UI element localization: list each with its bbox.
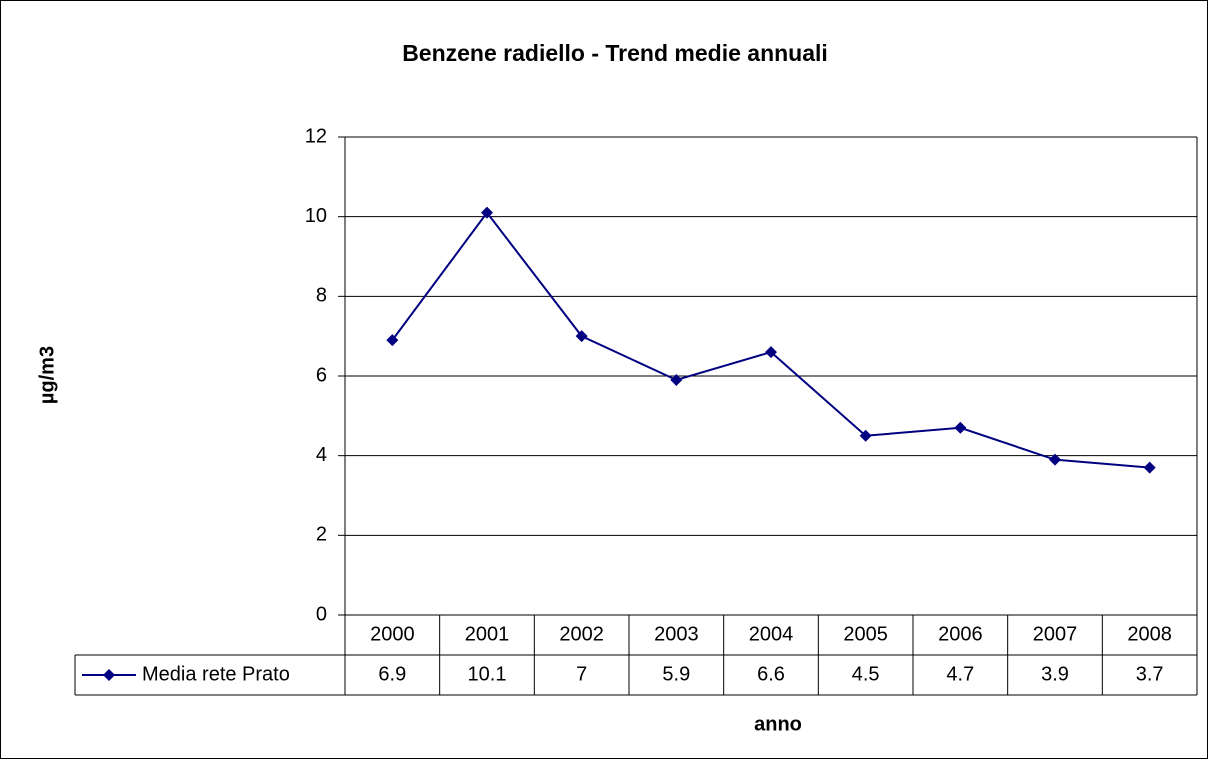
y-tick-label: 10	[305, 205, 327, 227]
data-point	[1049, 453, 1061, 466]
y-tick-label: 8	[316, 285, 327, 307]
data-point	[386, 334, 399, 347]
data-point	[1143, 461, 1156, 474]
y-tick-label: 2	[316, 524, 327, 546]
data-point	[670, 373, 683, 386]
table-value: 5.9	[662, 663, 690, 685]
x-tick-label: 2008	[1127, 623, 1172, 645]
y-tick-label: 4	[316, 444, 327, 466]
x-tick-label: 2005	[843, 623, 888, 645]
x-tick-label: 2003	[654, 623, 699, 645]
x-tick-label: 2007	[1033, 623, 1078, 645]
x-tick-label: 2000	[370, 623, 415, 645]
table-value: 3.9	[1041, 663, 1069, 685]
x-axis-label: anno	[754, 713, 802, 735]
table-value: 6.6	[757, 663, 785, 685]
y-tick-label: 6	[316, 364, 327, 386]
legend-label: Media rete Prato	[142, 663, 290, 685]
data-point	[575, 330, 588, 343]
legend-marker	[103, 669, 115, 681]
chart-title: Benzene radiello - Trend medie annuali	[402, 40, 828, 66]
x-tick-label: 2006	[938, 623, 983, 645]
table-value: 3.7	[1136, 663, 1164, 685]
table-value: 10.1	[468, 663, 507, 685]
table-value: 7	[576, 663, 587, 685]
data-point	[859, 429, 872, 442]
x-tick-label: 2002	[559, 623, 604, 645]
x-tick-label: 2001	[465, 623, 510, 645]
data-point	[954, 421, 967, 434]
table-value: 4.7	[946, 663, 974, 685]
y-axis-label: µg/m3	[36, 346, 58, 404]
x-tick-label: 2004	[749, 623, 794, 645]
data-point	[481, 206, 493, 219]
y-tick-label: 12	[305, 125, 327, 147]
y-tick-label: 0	[316, 603, 327, 625]
table-value: 6.9	[378, 663, 406, 685]
data-point	[765, 346, 777, 359]
table-value: 4.5	[852, 663, 880, 685]
